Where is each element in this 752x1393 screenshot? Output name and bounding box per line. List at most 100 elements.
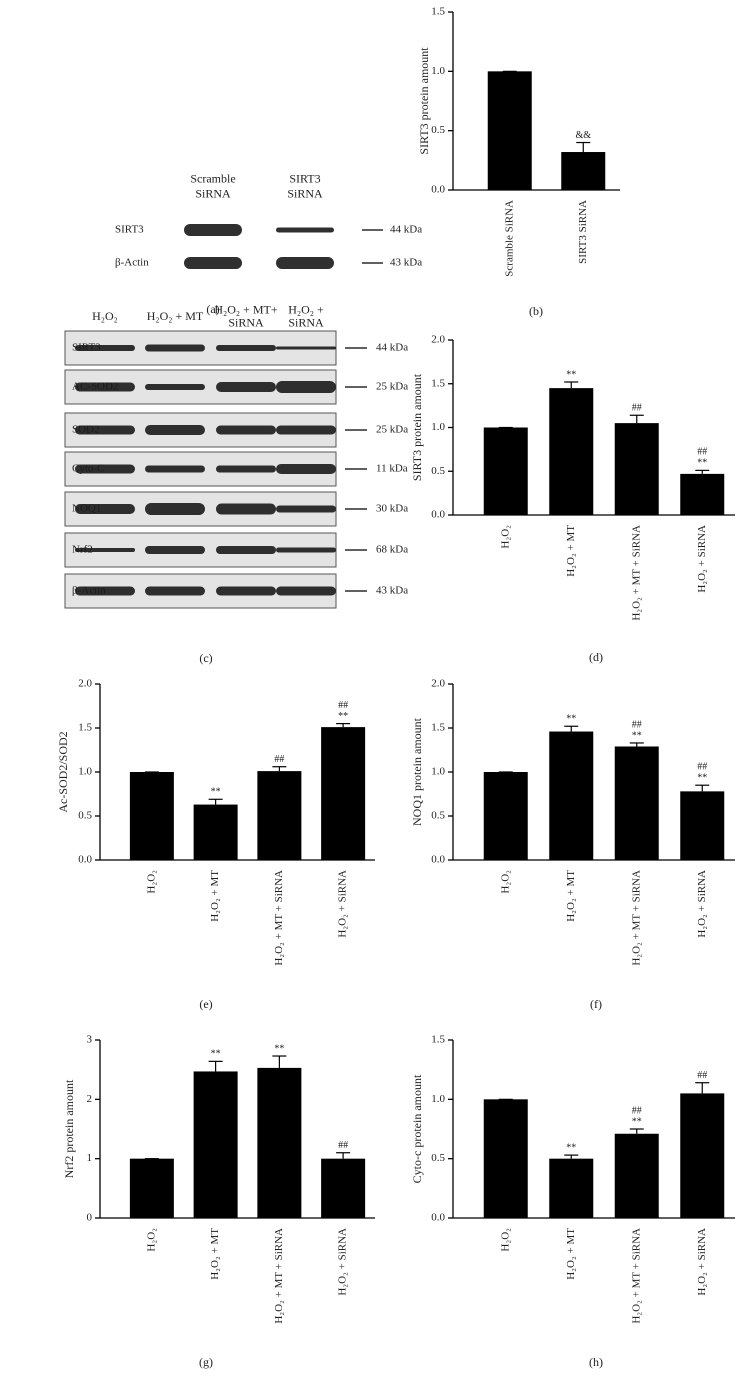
- band: [216, 546, 276, 554]
- band: [75, 504, 135, 514]
- bar: [549, 731, 594, 860]
- bar: [193, 1071, 238, 1218]
- band: [75, 548, 135, 552]
- significance: **: [338, 711, 348, 722]
- x-tick-label: H₂O₂: [499, 525, 511, 549]
- significance: **: [697, 458, 707, 469]
- band: [276, 425, 336, 435]
- y-tick-label: 2: [87, 1093, 93, 1105]
- x-tick-label: H₂O₂: [499, 1228, 511, 1252]
- y-tick-label: 1.5: [431, 722, 445, 734]
- band: [145, 344, 205, 352]
- y-tick-label: 2.0: [431, 334, 445, 346]
- size-label: 43 kDa: [376, 585, 408, 597]
- band: [276, 227, 334, 233]
- band: [216, 586, 276, 596]
- y-tick-label: 2.0: [78, 678, 92, 690]
- bar: [614, 746, 659, 860]
- x-tick-label: H₂O₂ + SiRNA: [696, 525, 708, 593]
- bar: [129, 1158, 174, 1218]
- bar: [680, 473, 725, 515]
- band: [145, 384, 205, 390]
- x-tick-label: H₂O₂ + MT: [565, 1228, 577, 1280]
- y-tick-label: 1.5: [431, 1034, 445, 1046]
- size-label: 68 kDa: [376, 544, 408, 556]
- x-tick-label: H₂O₂ + SiRNA: [696, 1228, 708, 1296]
- y-tick-label: 0.5: [431, 465, 445, 477]
- y-tick-label: 0.0: [431, 854, 445, 866]
- bar: [549, 1158, 594, 1218]
- bar: [483, 772, 528, 860]
- x-tick-label: SIRT3 SiRNA: [577, 200, 589, 264]
- band: [276, 257, 334, 269]
- y-tick-label: 1.0: [431, 65, 445, 77]
- significance: ##: [697, 761, 707, 772]
- panel-label: (d): [589, 650, 603, 664]
- protein-label: SIRT3: [115, 224, 144, 236]
- lane-label: SiRNA: [195, 186, 231, 200]
- band: [276, 547, 336, 553]
- lane-label: SiRNA: [288, 315, 324, 329]
- x-tick-label: H₂O₂ + SiRNA: [696, 870, 708, 938]
- band: [276, 381, 336, 393]
- y-tick-label: 0.0: [78, 854, 92, 866]
- y-tick-label: 0.0: [431, 184, 445, 196]
- size-label: 11 kDa: [376, 463, 408, 475]
- bar: [614, 423, 659, 515]
- x-tick-label: H₂O₂ + MT: [209, 870, 221, 922]
- panel-label: (h): [589, 1355, 603, 1369]
- bar: [193, 804, 238, 860]
- bar: [483, 427, 528, 515]
- panel-label: (c): [199, 651, 212, 665]
- significance: **: [566, 1142, 576, 1153]
- bar: [321, 727, 366, 860]
- size-label: 44 kDa: [376, 342, 408, 354]
- panel-label: (g): [199, 1355, 213, 1369]
- significance: ##: [274, 754, 284, 765]
- bar: [129, 772, 174, 860]
- significance: **: [566, 714, 576, 725]
- panel-label: (e): [199, 997, 212, 1011]
- significance: **: [697, 772, 707, 783]
- y-tick-label: 1: [87, 1152, 93, 1164]
- y-axis-label: Cyto-c protein amount: [410, 1074, 424, 1183]
- x-tick-label: H₂O₂ + SiRNA: [337, 870, 349, 938]
- band: [145, 465, 205, 473]
- band: [184, 224, 242, 236]
- x-tick-label: H₂O₂ + MT: [565, 870, 577, 922]
- lane-label: H₂O₂ + MT+: [214, 302, 277, 316]
- x-tick-label: H₂O₂: [145, 1228, 157, 1252]
- significance: ##: [338, 1140, 348, 1151]
- x-tick-label: H₂O₂ + MT + SiRNA: [630, 870, 642, 966]
- bar: [257, 771, 302, 860]
- y-axis-label: Nrf2 protein amount: [62, 1079, 76, 1178]
- y-tick-label: 0.5: [431, 1152, 445, 1164]
- band: [216, 345, 276, 351]
- panel-label: (b): [529, 304, 543, 318]
- y-axis-label: SIRT3 protein amount: [417, 47, 431, 155]
- x-tick-label: H₂O₂: [499, 870, 511, 894]
- significance: ##: [338, 700, 348, 711]
- x-tick-label: H₂O₂ + MT + SiRNA: [630, 525, 642, 621]
- y-tick-label: 0.5: [78, 810, 92, 822]
- y-tick-label: 1.0: [431, 766, 445, 778]
- x-tick-label: H₂O₂ + MT + SiRNA: [273, 870, 285, 966]
- significance: ##: [632, 1105, 642, 1116]
- size-label: 25 kDa: [376, 381, 408, 393]
- y-tick-label: 0: [87, 1212, 93, 1224]
- significance: **: [211, 787, 221, 798]
- bar: [487, 71, 532, 190]
- bar: [257, 1067, 302, 1218]
- x-tick-label: H₂O₂ + MT + SiRNA: [273, 1228, 285, 1324]
- y-axis-label: SIRT3 protein amount: [410, 373, 424, 481]
- significance: **: [274, 1043, 284, 1054]
- band: [276, 586, 336, 596]
- band: [75, 382, 135, 392]
- x-tick-label: H₂O₂ + MT: [209, 1228, 221, 1280]
- x-tick-label: Scramble SiRNA: [503, 200, 515, 277]
- y-tick-label: 2.0: [431, 678, 445, 690]
- bar: [549, 388, 594, 515]
- significance: ##: [632, 719, 642, 730]
